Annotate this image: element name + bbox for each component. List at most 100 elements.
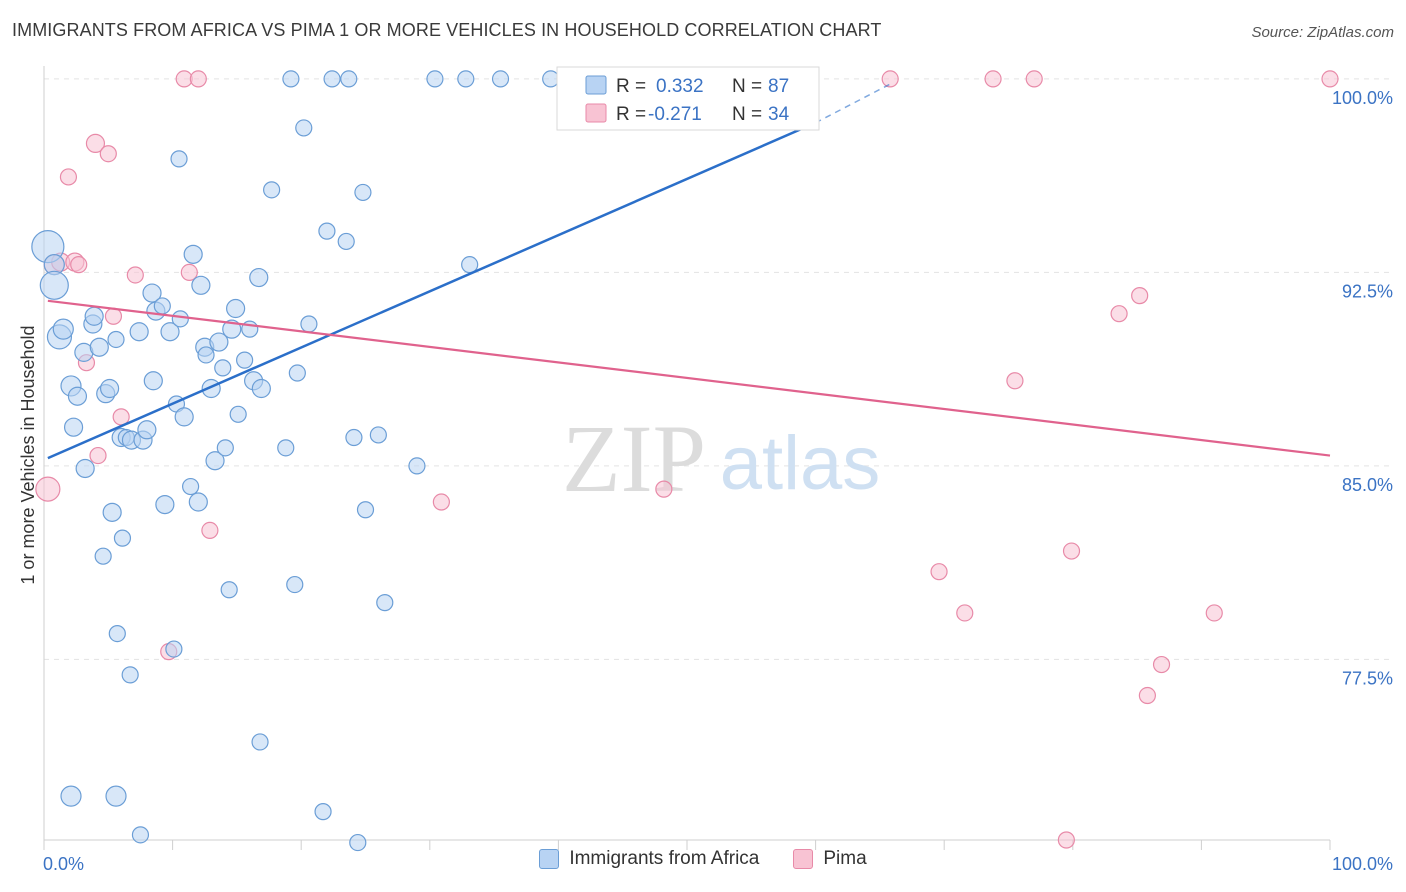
- legend-label-africa: Immigrants from Africa: [569, 848, 760, 869]
- pima-point: [432, 493, 450, 511]
- africa-point: [197, 346, 215, 364]
- africa-point: [94, 547, 112, 565]
- africa-point: [142, 283, 162, 303]
- africa-point: [89, 337, 109, 357]
- africa-point: [251, 733, 269, 751]
- africa-point: [171, 310, 189, 328]
- africa-point: [286, 575, 304, 594]
- africa-point: [183, 244, 203, 264]
- x-tick-label-max: 100.0%: [1332, 854, 1393, 874]
- africa-point: [323, 70, 341, 88]
- pima-point: [984, 70, 1002, 88]
- africa-point: [249, 267, 269, 288]
- africa-point: [542, 70, 560, 88]
- y-tick-label: 85.0%: [1342, 475, 1393, 495]
- africa-point: [165, 640, 183, 658]
- legend-label-pima: Pima: [823, 848, 867, 869]
- africa-point: [113, 529, 132, 547]
- pima-point: [189, 70, 207, 88]
- africa-point: [108, 624, 126, 643]
- africa-point: [216, 439, 234, 457]
- pima-point: [1205, 604, 1223, 622]
- y-tick-label: 100.0%: [1332, 88, 1393, 108]
- legend-n-value-pima: 34: [768, 104, 790, 125]
- pima-point: [180, 263, 198, 281]
- africa-trend-extension: [815, 83, 891, 124]
- africa-point: [131, 826, 150, 844]
- legend-swatch-africa-bottom: [539, 849, 560, 869]
- y-tick-label: 77.5%: [1342, 668, 1393, 688]
- africa-point: [300, 315, 318, 333]
- pima-point: [70, 256, 88, 274]
- africa-point: [220, 581, 238, 599]
- chart-title: IMMIGRANTS FROM AFRICA VS PIMA 1 OR MORE…: [12, 20, 882, 40]
- africa-point: [137, 420, 157, 440]
- pima-trend-line: [47, 299, 1331, 457]
- correlation-legend: R = 0.332 N = 87 R = -0.271 N = 34: [556, 66, 820, 131]
- pima-point: [1062, 542, 1081, 560]
- legend-n-value-africa: 87: [768, 76, 789, 97]
- legend-n-label-pima: N =: [732, 104, 762, 125]
- africa-point: [174, 407, 194, 427]
- africa-point: [153, 297, 171, 315]
- y-axis-title: 1 or more Vehicles in Household: [18, 325, 38, 584]
- africa-point: [282, 70, 300, 88]
- africa-point: [337, 232, 355, 251]
- legend-item-africa: Immigrants from Africa: [539, 848, 759, 870]
- africa-point: [209, 332, 229, 352]
- africa-point: [143, 371, 163, 391]
- africa-point: [229, 405, 247, 423]
- africa-point: [60, 785, 82, 807]
- africa-point: [340, 70, 358, 88]
- y-tick-label: 92.5%: [1342, 281, 1393, 301]
- africa-point: [491, 70, 510, 88]
- legend-item-pima: Pima: [793, 848, 867, 870]
- legend-r-label-pima: R =: [616, 104, 646, 125]
- africa-point: [170, 150, 188, 168]
- trend-lines: [47, 83, 1331, 460]
- africa-point: [236, 351, 254, 369]
- africa-point: [226, 298, 246, 319]
- watermark-atlas: atlas: [720, 421, 881, 506]
- africa-point: [349, 833, 367, 852]
- pima-point: [1152, 655, 1171, 674]
- africa-point: [426, 70, 444, 88]
- africa-point: [354, 183, 372, 202]
- africa-point: [129, 322, 149, 342]
- pima-point: [1321, 70, 1339, 88]
- pima-point: [85, 133, 106, 153]
- africa-point: [39, 270, 69, 300]
- pima-point: [930, 563, 948, 581]
- africa-point: [214, 359, 232, 377]
- pima-point: [1138, 686, 1156, 705]
- pima-point: [126, 266, 144, 284]
- source-label: Source: ZipAtlas.com: [1251, 24, 1394, 41]
- africa-point: [295, 119, 313, 137]
- africa-point: [205, 451, 225, 471]
- africa-point: [107, 330, 125, 349]
- legend-r-value-africa: 0.332: [656, 76, 704, 97]
- africa-point: [121, 666, 139, 684]
- africa-point: [191, 275, 211, 295]
- africa-point: [105, 785, 127, 807]
- africa-points: [31, 70, 607, 852]
- series-legend: Immigrants from Africa Pima: [0, 848, 1406, 870]
- legend-r-label-africa: R =: [616, 76, 646, 97]
- africa-point: [67, 386, 88, 406]
- africa-point: [345, 428, 363, 447]
- africa-trend-line: [47, 121, 817, 460]
- africa-point: [84, 306, 104, 326]
- africa-point: [63, 417, 84, 437]
- pima-point: [1057, 831, 1075, 849]
- legend-swatch-africa: [585, 75, 607, 95]
- pima-point: [881, 70, 899, 88]
- africa-point: [408, 457, 426, 475]
- pima-point: [35, 476, 61, 502]
- pima-point: [59, 168, 78, 186]
- y-tick-labels: 77.5% 85.0% 92.5% 100.0%: [1332, 88, 1393, 689]
- africa-point: [102, 502, 122, 522]
- africa-point: [457, 70, 475, 88]
- africa-point: [75, 458, 95, 479]
- africa-point: [160, 322, 180, 342]
